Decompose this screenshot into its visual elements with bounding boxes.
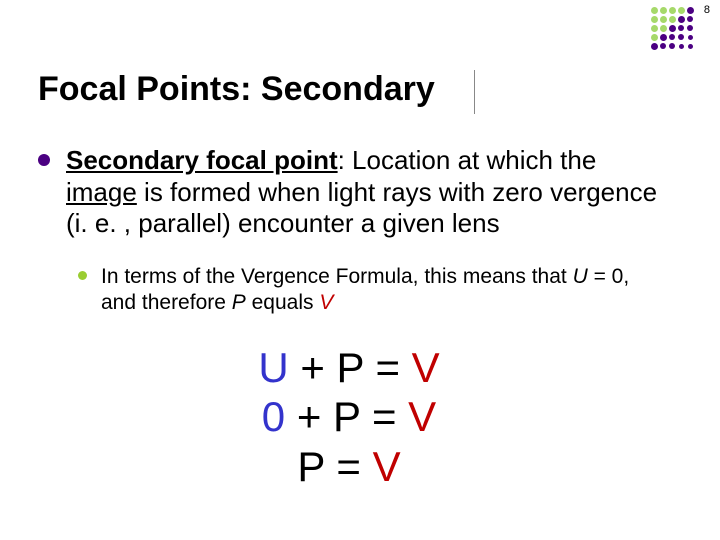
- eq2-P: P: [333, 393, 360, 440]
- grid-dot: [669, 43, 675, 49]
- equation-row-1: U + P = V: [38, 343, 660, 393]
- bullet-l1-icon: [38, 154, 50, 166]
- grid-dot: [678, 7, 685, 14]
- eq1-U: U: [258, 344, 288, 391]
- grid-dot: [678, 25, 684, 31]
- grid-dot: [688, 35, 693, 40]
- term-underline: Secondary focal point: [66, 145, 338, 175]
- grid-dot: [669, 25, 676, 32]
- eq3-P: P: [297, 443, 324, 490]
- image-underline: image: [66, 177, 137, 207]
- eq3-eq: =: [325, 443, 373, 490]
- slide-body: Secondary focal point: Location at which…: [38, 145, 660, 491]
- sub-V: V: [319, 291, 333, 314]
- grid-dot: [660, 34, 667, 41]
- bullet-l2-icon: [78, 271, 87, 280]
- body-text: Secondary focal point: Location at which…: [66, 145, 660, 240]
- grid-dot: [660, 7, 667, 14]
- grid-dot: [669, 34, 675, 40]
- sub-U: U: [573, 265, 588, 288]
- eq1-eq: =: [364, 344, 412, 391]
- eq2-eq: =: [360, 393, 408, 440]
- eq2-V: V: [408, 393, 436, 440]
- grid-dot: [678, 34, 684, 40]
- slide-title: Focal Points: Secondary: [38, 70, 435, 109]
- sub-seg-3: equals: [246, 291, 320, 314]
- eq2-plus: +: [285, 393, 333, 440]
- sub-seg-1: In terms of the Vergence Formula, this m…: [101, 265, 573, 288]
- equation-row-2: 0 + P = V: [38, 392, 660, 442]
- body-seg-1: : Location at which the: [338, 145, 597, 175]
- bullet-level-2: In terms of the Vergence Formula, this m…: [78, 264, 660, 317]
- grid-dot: [651, 16, 658, 23]
- grid-dot: [687, 16, 693, 22]
- sub-text: In terms of the Vergence Formula, this m…: [101, 264, 660, 317]
- grid-dot: [651, 7, 658, 14]
- grid-dot: [660, 43, 666, 49]
- corner-dot-grid: [650, 6, 694, 50]
- grid-dot: [660, 16, 667, 23]
- grid-dot: [651, 43, 658, 50]
- eq1-plus: +: [289, 344, 337, 391]
- bullet-level-1: Secondary focal point: Location at which…: [38, 145, 660, 240]
- sub-P: P: [232, 291, 246, 314]
- page-number: 8: [704, 4, 710, 16]
- eq1-P: P: [337, 344, 364, 391]
- grid-dot: [669, 16, 676, 23]
- grid-dot: [651, 25, 658, 32]
- grid-dot: [688, 44, 693, 49]
- grid-dot: [687, 7, 694, 14]
- body-seg-2: is formed when light rays with zero verg…: [66, 177, 657, 239]
- eq3-V: V: [373, 443, 401, 490]
- eq2-U: 0: [262, 393, 285, 440]
- title-divider: [474, 70, 475, 114]
- grid-dot: [687, 25, 693, 31]
- grid-dot: [678, 16, 685, 23]
- eq1-V: V: [412, 344, 440, 391]
- equations-block: U + P = V 0 + P = V P = V: [38, 343, 660, 492]
- grid-dot: [660, 25, 667, 32]
- grid-dot: [669, 7, 676, 14]
- grid-dot: [651, 34, 658, 41]
- grid-dot: [679, 44, 684, 49]
- equation-row-3: P = V: [38, 442, 660, 492]
